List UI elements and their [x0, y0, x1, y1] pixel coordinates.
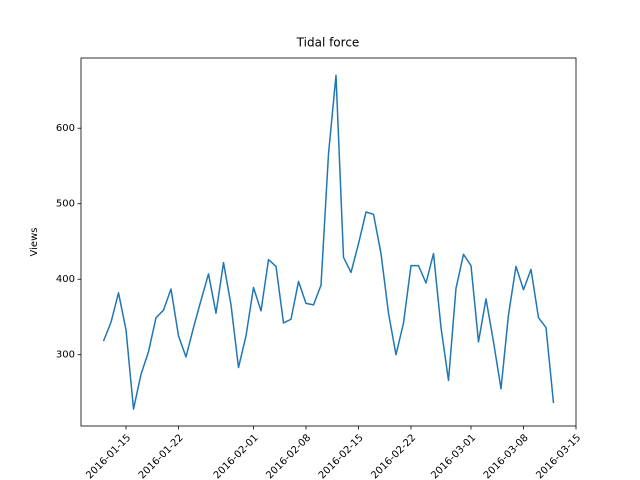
x-tick-label: 2016-02-08 — [264, 432, 313, 480]
y-tick-label: 500 — [56, 199, 75, 210]
x-tick-label: 2016-02-15 — [317, 432, 366, 480]
y-tick-label: 300 — [56, 350, 75, 361]
y-axis-label: Views — [29, 228, 40, 257]
x-tick-label: 2016-01-15 — [84, 432, 133, 480]
chart-title: Tidal force — [296, 36, 360, 50]
plot-frame — [80, 57, 577, 427]
x-tick-label: 2016-03-08 — [482, 432, 531, 480]
x-tick-label: 2016-02-01 — [212, 432, 261, 480]
y-tick-label: 600 — [56, 123, 75, 134]
x-tick-label: 2016-03-15 — [534, 432, 583, 480]
y-tick-label: 400 — [56, 274, 75, 285]
x-tick-label: 2016-02-22 — [369, 432, 418, 480]
line — [102, 74, 555, 410]
x-tick-label: 2016-03-01 — [429, 432, 478, 480]
x-tick-label: 2016-01-22 — [137, 432, 186, 480]
